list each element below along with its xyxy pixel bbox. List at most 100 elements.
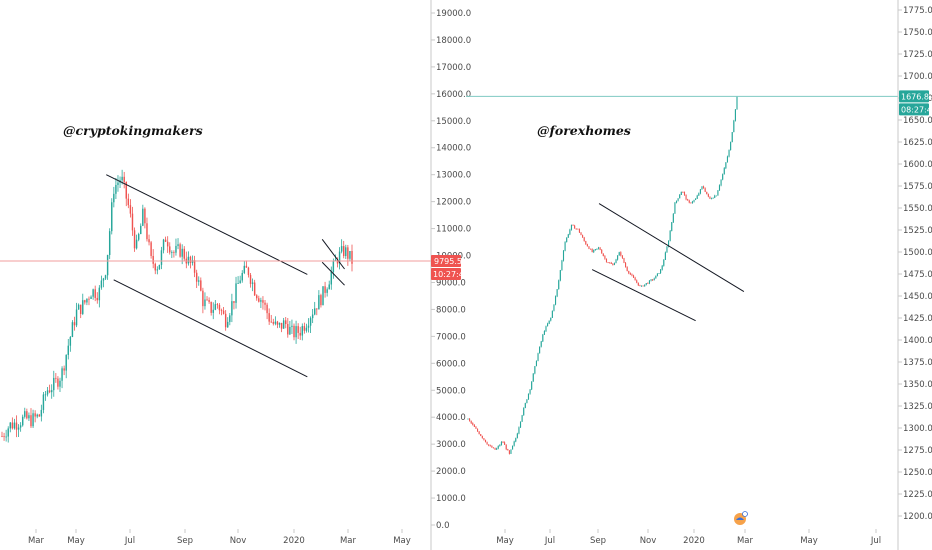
candle-body [679, 194, 681, 199]
right-watermark: @forexhomes [537, 123, 631, 138]
candle-body [609, 262, 611, 264]
candle-body [707, 194, 709, 197]
candle-body [237, 283, 239, 284]
candle-body [491, 445, 493, 448]
candle-body [720, 179, 722, 186]
candle-body [229, 315, 231, 322]
candle-body [131, 213, 134, 231]
candle-body [293, 325, 295, 338]
candle-body [542, 334, 544, 342]
price-axis-label: 1425.00 [903, 314, 932, 324]
candle-body [550, 317, 552, 321]
right-countdown-label: 08:27:43 [901, 105, 932, 114]
candle-body [736, 96, 738, 110]
candle-body [647, 283, 649, 284]
right-last-price-label: 1676.82 [901, 92, 932, 101]
candle-body [553, 304, 555, 311]
candle-body [577, 228, 579, 230]
candle-body [515, 438, 517, 442]
candle-body [636, 280, 638, 283]
right-chart-panel: @forexhomes 1775.00 1750.00 1725.00 1700.00… [466, 0, 932, 550]
candle-body [582, 235, 584, 238]
candle-body [625, 262, 627, 268]
candle-body [88, 298, 90, 300]
candle-body [289, 326, 291, 335]
candle-body [318, 295, 320, 310]
price-axis-label: 1350.00 [903, 380, 932, 390]
candle-body [617, 255, 619, 260]
candle-body [629, 273, 631, 275]
candle-body [285, 320, 287, 325]
right-price-axis[interactable]: 1775.001750.001725.001700.001675.001650.… [898, 6, 932, 522]
candle-body [154, 263, 156, 271]
right-time-axis[interactable]: May Jul Sep Nov 2020 Mar May Jul [496, 529, 881, 546]
candle-body [260, 300, 262, 302]
right-trendlines [591, 203, 745, 322]
candle-body [607, 262, 609, 263]
trendline[interactable] [321, 261, 345, 286]
price-axis-label: 1625.00 [903, 138, 932, 148]
price-axis-label: 6000.0 [436, 359, 466, 369]
trendline[interactable] [113, 279, 308, 378]
candle-body [129, 205, 132, 214]
price-axis-label: 18000.0 [436, 36, 471, 46]
candle-body [677, 198, 679, 201]
candle-body [183, 248, 185, 259]
candle-body [499, 444, 501, 447]
trendline[interactable] [598, 203, 745, 293]
candle-body [324, 286, 326, 293]
candle-body [604, 256, 606, 259]
candle-body [588, 246, 590, 249]
candle-body [249, 274, 252, 284]
candle-body [309, 318, 312, 326]
trendline[interactable] [106, 174, 308, 275]
candle-body [655, 275, 657, 279]
left-chart-panel: @cryptokingmakers 19000.0 18000.0 17000.0 1… [0, 0, 471, 550]
candle-body [540, 341, 542, 347]
candle-body [231, 301, 233, 316]
candle-body [280, 322, 283, 329]
time-axis-label: 2020 [683, 536, 705, 546]
candle-body [125, 181, 127, 199]
candle-body [19, 425, 22, 428]
trendline[interactable] [321, 239, 345, 270]
candle-body [169, 246, 171, 253]
candle-body [92, 289, 94, 297]
candle-body [597, 247, 600, 249]
events-icon[interactable] [734, 511, 748, 526]
candle-body [146, 223, 148, 240]
candle-body [585, 241, 587, 245]
candle-body [634, 277, 636, 281]
candle-body [478, 431, 480, 435]
candle-body [245, 265, 248, 268]
candle-body [658, 273, 660, 274]
candle-body [222, 310, 225, 314]
candle-body [645, 283, 647, 285]
candle-body [623, 258, 625, 263]
candle-body [322, 286, 324, 306]
candle-body [709, 196, 711, 199]
candle-body [303, 326, 306, 331]
candle-body [672, 213, 674, 223]
candle-body [111, 202, 113, 232]
candle-body [618, 252, 620, 256]
candle-body [578, 229, 580, 233]
candle-body [703, 186, 705, 189]
price-axis-label: 1525.00 [903, 226, 932, 236]
candle-body [712, 197, 714, 199]
candle-body [500, 442, 502, 445]
candle-body [664, 252, 666, 260]
left-time-axis[interactable]: Mar May Jul Sep Nov 2020 Mar May [28, 529, 411, 546]
time-axis-label: Nov [640, 536, 657, 546]
trendline[interactable] [591, 269, 696, 322]
candle-body [189, 256, 192, 263]
candle-body [714, 195, 716, 198]
candle-body [502, 442, 504, 443]
candle-body [685, 194, 687, 200]
candle-body [9, 422, 12, 429]
candle-body [313, 308, 316, 315]
price-axis-label: 9000.0 [436, 278, 466, 288]
candle-body [734, 109, 736, 121]
time-axis-label: May [393, 536, 411, 546]
candle-body [706, 191, 708, 195]
